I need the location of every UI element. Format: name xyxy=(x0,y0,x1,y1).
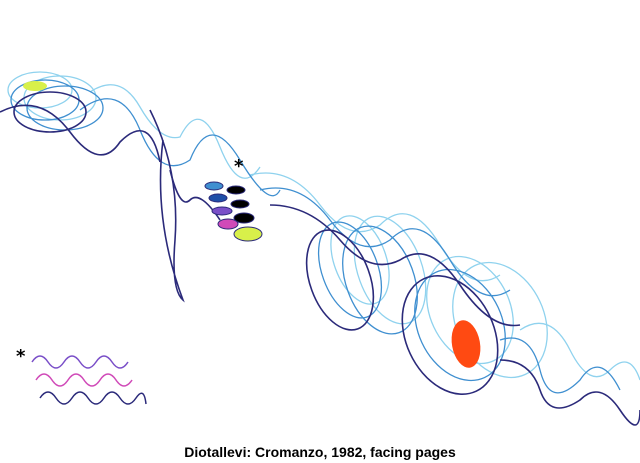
signature-scribbles xyxy=(31,355,147,405)
scribble-band-navy xyxy=(0,91,640,426)
scribble-band-light xyxy=(7,71,640,381)
asterisk-mark-bottom: * xyxy=(16,346,26,367)
asterisk-mark-top: * xyxy=(234,156,244,177)
orange-blob xyxy=(451,320,481,368)
color-oval-cluster xyxy=(204,181,263,242)
yellow-spot xyxy=(23,81,47,91)
caption: Diotallevi: Cromanzo, 1982, facing pages xyxy=(184,444,456,460)
calligraphic-artwork xyxy=(0,71,640,426)
scribble-band-mid xyxy=(10,79,621,394)
